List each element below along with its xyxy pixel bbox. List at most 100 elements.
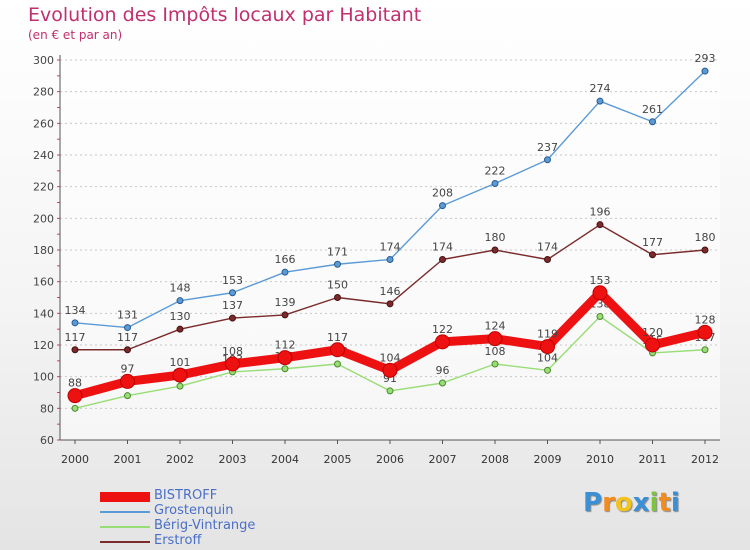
point-berig-vintrange-2009 <box>544 366 551 374</box>
legend-label-bistroff: BISTROFF <box>154 488 218 503</box>
point-grostenquin-2009 <box>544 156 551 164</box>
legend-swatch-berig-vintrange <box>100 526 150 528</box>
data-label-erstroff-2001: 117 <box>117 331 138 344</box>
data-label-bistroff-2008: 124 <box>485 320 506 333</box>
legend-swatch-erstroff <box>100 541 150 543</box>
point-grostenquin-2005 <box>334 260 341 268</box>
point-bistroff-2001 <box>120 373 135 389</box>
data-label-bistroff-2005: 117 <box>327 331 348 344</box>
point-bistroff-2000 <box>67 388 83 404</box>
y-tick-label-60: 60 <box>40 434 54 447</box>
point-erstroff-2006 <box>386 300 394 308</box>
data-label-grostenquin-2009: 237 <box>537 141 558 154</box>
point-bistroff-2008 <box>487 331 503 347</box>
point-grostenquin-2006 <box>386 256 394 263</box>
data-label-erstroff-2006: 146 <box>380 285 401 298</box>
legend-label-berig-vintrange: Bérig-Vintrange <box>154 518 256 533</box>
data-label-erstroff-2012: 180 <box>695 231 716 244</box>
x-tick-label-2008: 2008 <box>481 453 509 466</box>
point-grostenquin-2000 <box>71 319 79 327</box>
data-label-bistroff-2010: 153 <box>590 274 611 287</box>
data-label-bistroff-2012: 128 <box>695 313 716 326</box>
legend-label-grostenquin: Grostenquin <box>154 503 234 518</box>
y-tick-label-160: 160 <box>33 276 54 289</box>
point-berig-vintrange-2008 <box>491 360 499 368</box>
y-tick-label-80: 80 <box>40 402 54 415</box>
data-label-erstroff-2007: 174 <box>432 241 453 254</box>
x-tick-label-2004: 2004 <box>271 453 299 466</box>
x-tick-label-2006: 2006 <box>376 453 404 466</box>
point-bistroff-2006 <box>382 362 398 378</box>
data-label-bistroff-2002: 101 <box>170 356 191 369</box>
point-grostenquin-2012 <box>701 67 709 75</box>
legend-label-erstroff: Erstroff <box>154 533 202 548</box>
data-label-bistroff-2003: 108 <box>222 345 243 358</box>
point-berig-vintrange-2012 <box>701 346 709 354</box>
point-erstroff-2007 <box>439 256 446 263</box>
point-berig-vintrange-2002 <box>176 382 184 390</box>
data-label-grostenquin-2006: 174 <box>380 241 401 254</box>
data-label-grostenquin-2012: 293 <box>695 52 716 65</box>
data-label-grostenquin-2008: 222 <box>485 165 506 178</box>
y-tick-label-240: 240 <box>33 149 54 162</box>
point-berig-vintrange-2007 <box>439 379 446 387</box>
data-label-grostenquin-2002: 148 <box>170 282 191 295</box>
x-tick-label-2000: 2000 <box>61 453 89 466</box>
x-tick-label-2007: 2007 <box>429 453 457 466</box>
point-grostenquin-2008 <box>491 180 499 187</box>
point-erstroff-2012 <box>701 246 709 254</box>
point-erstroff-2008 <box>491 246 499 254</box>
point-berig-vintrange-2010 <box>596 313 604 320</box>
point-bistroff-2011 <box>645 337 660 353</box>
point-erstroff-2001 <box>124 346 131 354</box>
point-erstroff-2002 <box>176 325 184 333</box>
point-grostenquin-2011 <box>649 118 656 126</box>
y-tick-label-120: 120 <box>33 339 54 352</box>
point-bistroff-2009 <box>540 339 555 355</box>
point-bistroff-2010 <box>592 285 608 301</box>
data-label-grostenquin-2004: 166 <box>275 253 296 266</box>
data-label-grostenquin-2011: 261 <box>642 103 663 116</box>
point-grostenquin-2002 <box>176 297 184 305</box>
legend-swatch-grostenquin <box>100 511 150 513</box>
point-grostenquin-2007 <box>439 202 446 210</box>
point-grostenquin-2001 <box>124 324 131 332</box>
data-label-berig-vintrange-2008: 108 <box>485 345 506 358</box>
data-label-bistroff-2009: 119 <box>537 328 558 341</box>
data-label-bistroff-2006: 104 <box>380 351 401 364</box>
data-label-erstroff-2003: 137 <box>222 299 243 312</box>
point-bistroff-2007 <box>435 334 450 350</box>
y-tick-label-260: 260 <box>33 117 54 130</box>
legend-swatch-bistroff <box>100 492 150 502</box>
data-label-bistroff-2011: 120 <box>642 326 663 339</box>
point-bistroff-2002 <box>172 367 188 383</box>
point-bistroff-2005 <box>330 342 345 358</box>
point-erstroff-2011 <box>649 251 656 259</box>
chart-title: Evolution des Impôts locaux par Habitant <box>28 4 422 26</box>
y-tick-label-220: 220 <box>33 181 54 194</box>
point-berig-vintrange-2000 <box>71 404 79 412</box>
point-bistroff-2012 <box>697 324 713 340</box>
data-label-grostenquin-2001: 131 <box>117 309 138 322</box>
y-tick-label-200: 200 <box>33 212 54 225</box>
y-tick-label-280: 280 <box>33 86 54 99</box>
point-erstroff-2009 <box>544 256 551 263</box>
data-label-erstroff-2004: 139 <box>275 296 296 309</box>
data-label-bistroff-2007: 122 <box>432 323 453 336</box>
data-label-erstroff-2008: 180 <box>485 231 506 244</box>
data-label-erstroff-2005: 150 <box>327 279 348 292</box>
data-label-bistroff-2001: 97 <box>121 362 135 375</box>
x-tick-label-2010: 2010 <box>586 453 614 466</box>
point-grostenquin-2003 <box>229 289 236 297</box>
data-label-erstroff-2002: 130 <box>170 310 191 323</box>
data-label-erstroff-2010: 196 <box>590 206 611 219</box>
y-tick-label-300: 300 <box>33 54 54 67</box>
data-label-bistroff-2004: 112 <box>275 339 296 352</box>
y-tick-label-100: 100 <box>33 371 54 384</box>
point-berig-vintrange-2006 <box>386 387 394 395</box>
x-tick-label-2005: 2005 <box>324 453 352 466</box>
data-label-erstroff-2000: 117 <box>65 331 86 344</box>
data-label-bistroff-2000: 88 <box>68 377 82 390</box>
